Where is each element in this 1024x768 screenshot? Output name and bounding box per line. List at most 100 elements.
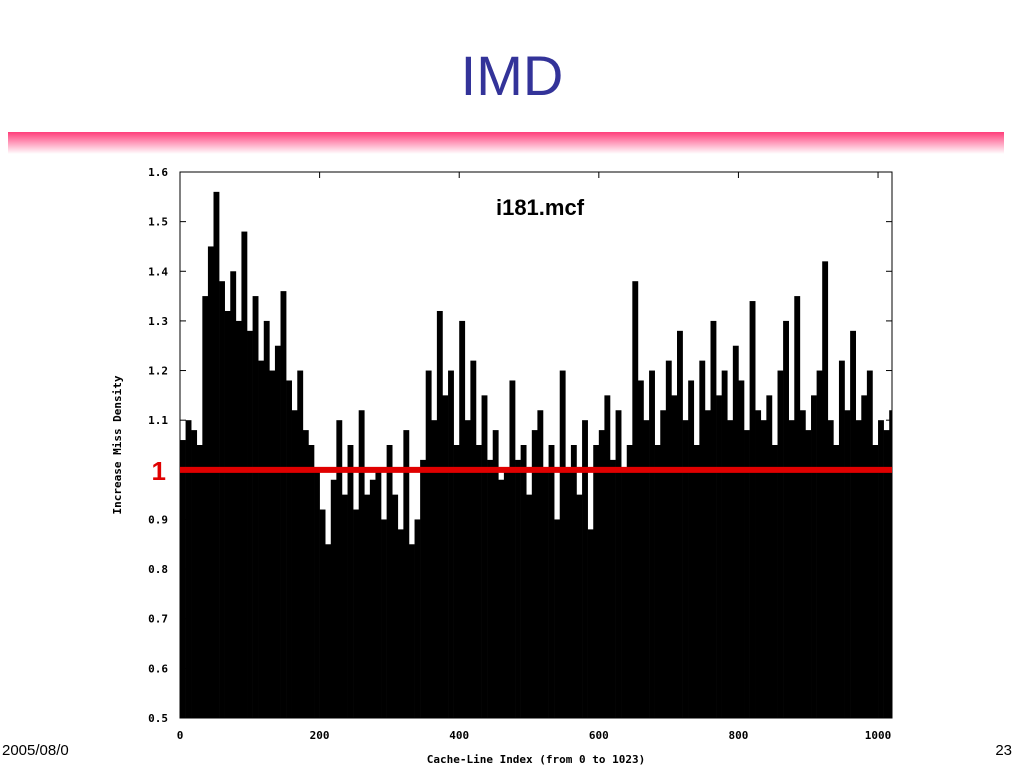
bar: [369, 479, 376, 718]
bar: [213, 191, 220, 718]
bar: [336, 420, 343, 718]
bar: [872, 445, 879, 718]
bar: [827, 420, 834, 718]
bar: [492, 430, 499, 718]
bar: [615, 410, 622, 718]
bar: [364, 494, 371, 718]
bar: [526, 494, 533, 718]
bar: [699, 360, 706, 718]
bar: [855, 420, 862, 718]
bar: [554, 519, 561, 718]
bar: [816, 370, 823, 718]
bar: [191, 430, 198, 718]
bar: [760, 420, 767, 718]
bar: [375, 469, 382, 718]
bar: [230, 271, 237, 718]
bar: [844, 410, 851, 718]
bar: [799, 410, 806, 718]
bar: [609, 459, 616, 718]
bar: [861, 395, 868, 718]
bar: [677, 330, 683, 718]
bar: [688, 380, 695, 718]
bar: [626, 445, 633, 718]
y-tick-label: 0.7: [148, 613, 168, 626]
y-tick-label: 1.1: [148, 414, 168, 427]
bar: [788, 420, 795, 718]
bar: [464, 420, 471, 718]
x-tick-label: 200: [310, 729, 330, 742]
bar: [386, 445, 393, 718]
bar: [381, 519, 387, 718]
bar: [738, 380, 745, 718]
bar: [314, 469, 320, 718]
bar: [582, 420, 588, 718]
bar: [431, 420, 438, 718]
y-tick-label: 0.9: [148, 513, 168, 526]
y-tick-label: 1.5: [148, 216, 168, 229]
bar: [570, 445, 577, 718]
bar: [196, 445, 203, 718]
divider: [8, 132, 1004, 154]
x-tick-label: 0: [177, 729, 184, 742]
bar: [565, 469, 572, 718]
bar: [403, 430, 410, 718]
bar: [710, 320, 717, 718]
x-tick-label: 600: [589, 729, 609, 742]
bar: [755, 410, 762, 718]
bar: [263, 320, 270, 718]
bar: [805, 430, 812, 718]
bar: [202, 296, 209, 718]
x-axis-label: Cache-Line Index (from 0 to 1023): [427, 753, 646, 766]
bar: [671, 395, 678, 718]
bar: [509, 380, 516, 718]
bar: [727, 420, 734, 718]
bar: [347, 445, 354, 718]
bar: [632, 281, 639, 718]
page-number: 23: [995, 742, 1012, 759]
bar: [515, 459, 521, 718]
bar: [771, 445, 778, 718]
bar: [838, 360, 845, 718]
bar: [235, 320, 242, 718]
bar: [319, 509, 326, 718]
bar: [542, 469, 549, 718]
bar: [258, 360, 265, 718]
bar: [878, 420, 884, 718]
bar: [744, 430, 750, 718]
bar: [732, 345, 739, 718]
bar: [185, 420, 192, 718]
bar: [408, 544, 415, 718]
bar: [280, 291, 287, 718]
bar: [604, 395, 611, 718]
bar: [487, 459, 494, 718]
y-tick-label: 0.5: [148, 712, 168, 725]
bar: [693, 445, 700, 718]
chart-title: i181.mcf: [496, 195, 585, 220]
bar: [665, 360, 672, 718]
slide-title: IMD: [461, 44, 564, 107]
bar: [219, 281, 225, 718]
bar: [598, 430, 605, 718]
bar: [291, 410, 298, 718]
y-tick-label: 1.3: [148, 315, 168, 328]
y-tick-label: 0.6: [148, 662, 168, 675]
y-tick-label: 1.6: [148, 166, 168, 179]
bar: [822, 261, 829, 718]
bar: [436, 310, 443, 718]
bar: [883, 430, 890, 718]
bar: [520, 445, 527, 718]
bar: [241, 231, 248, 718]
y-tick-label: 1: [152, 456, 166, 486]
bar: [794, 296, 801, 718]
bar: [777, 370, 784, 718]
bar: [783, 320, 789, 718]
bar: [274, 345, 281, 718]
bar: [302, 430, 309, 718]
bar: [247, 330, 253, 718]
y-axis-label: Increase Miss Density: [111, 375, 124, 514]
bar: [470, 360, 477, 718]
bar: [548, 445, 555, 718]
bar: [833, 445, 840, 718]
bar: [649, 370, 655, 718]
